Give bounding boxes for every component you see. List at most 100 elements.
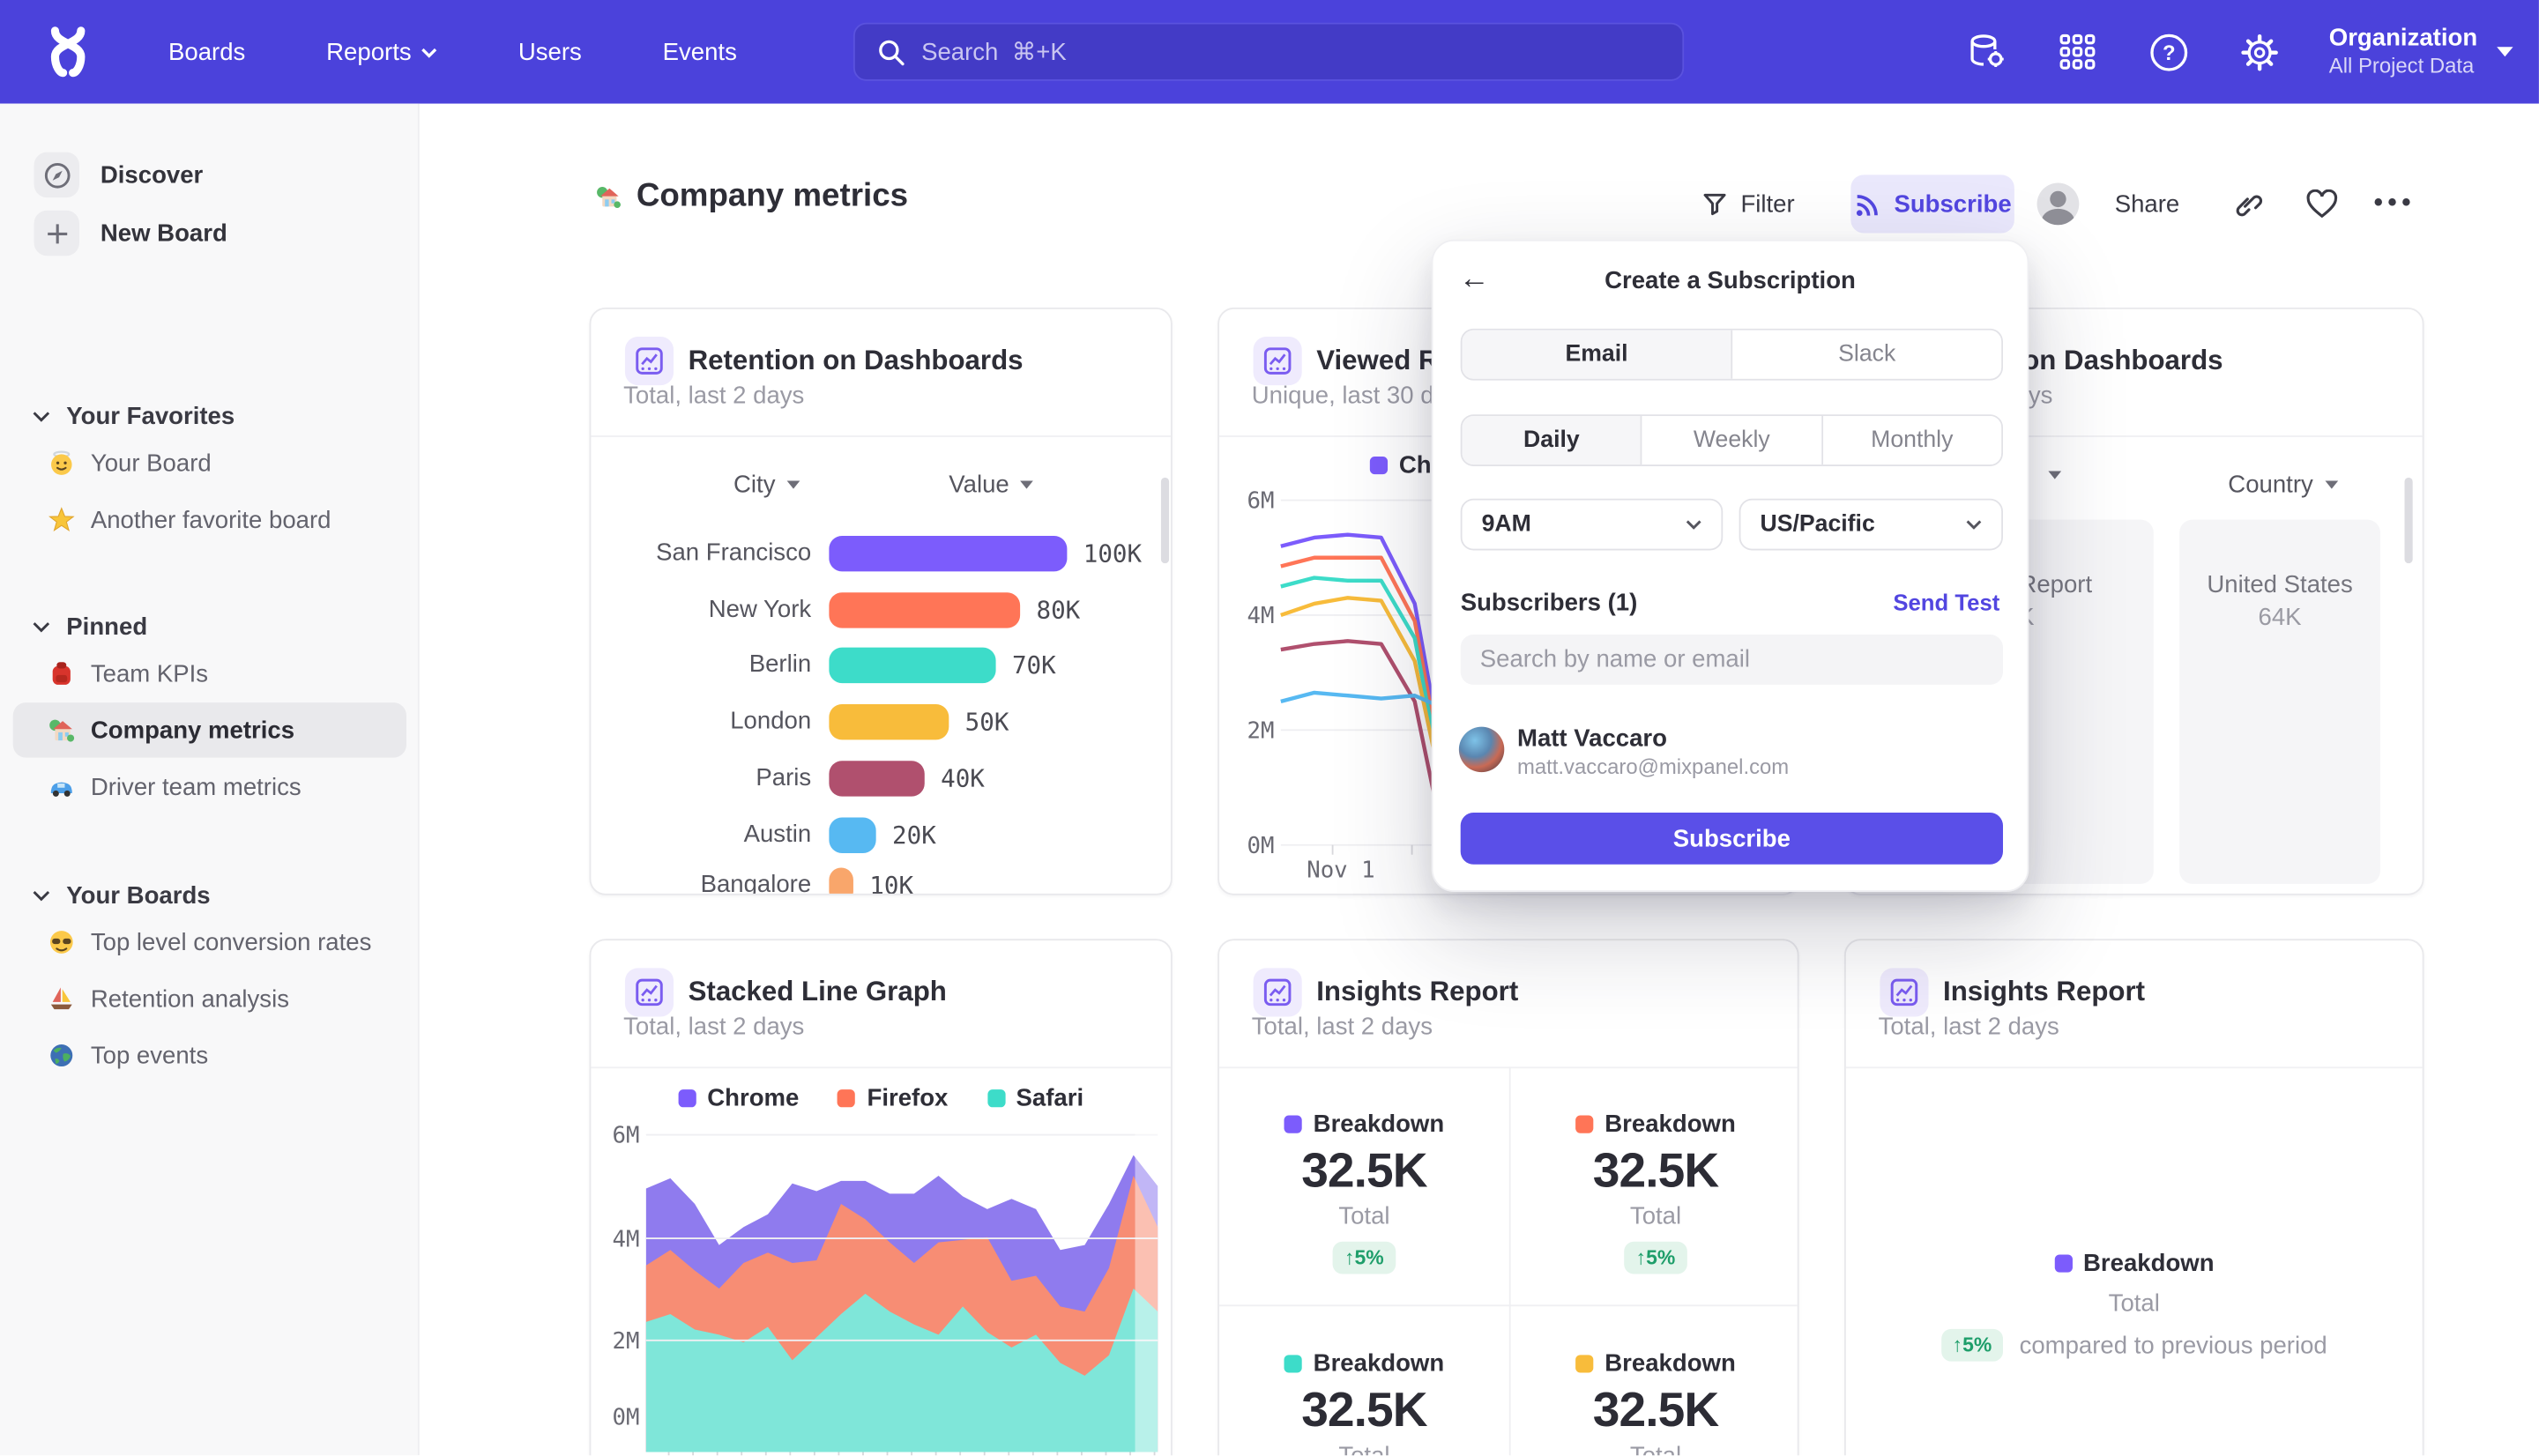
y-tick: 6M (1247, 488, 1275, 516)
divider (591, 1066, 1171, 1069)
divider (1845, 435, 2423, 437)
value-bar (829, 647, 996, 684)
value-bar (829, 817, 876, 853)
sidebar-item-company-metrics[interactable]: Company metrics (12, 702, 407, 758)
subscriber-search-input[interactable]: Search by name or email (1460, 634, 2003, 685)
legend-firefox[interactable]: Firefox (838, 1085, 948, 1112)
divider (591, 435, 1171, 437)
card-subtitle: Total, last 2 days (1878, 1013, 2059, 1041)
sidebar-item-your-board[interactable]: Your Board (0, 435, 393, 490)
subscribe-button[interactable]: Subscribe (1850, 175, 2014, 234)
copy-link-icon[interactable] (2231, 175, 2264, 233)
y-tick: 0M (612, 1405, 640, 1431)
card-title: Retention on Dashboards (688, 345, 1024, 376)
sidebar-item-top-level-conversion-rates[interactable]: Top level conversion rates (0, 915, 393, 969)
more-options-icon[interactable]: ••• (2373, 189, 2416, 218)
nav-menu: Boards Reports Users Events (168, 0, 737, 104)
column-header-hidden[interactable] (2048, 471, 2062, 479)
board-owner-avatar[interactable] (2036, 182, 2080, 226)
frequency-tabs: Daily Weekly Monthly (1460, 414, 2003, 466)
card-subtitle: Total, last 2 days (1251, 1013, 1433, 1041)
column-header-country[interactable]: Country (2228, 471, 2338, 499)
share-button[interactable]: Share (2114, 189, 2180, 219)
tab-daily[interactable]: Daily (1462, 416, 1643, 465)
report-chart-icon (624, 968, 674, 1017)
org-switcher[interactable]: Organization All Project Data (2329, 25, 2513, 79)
breakdown-label: Breakdown (1846, 1250, 2423, 1277)
chevron-down-icon (786, 480, 800, 489)
sidebar-section-pinned[interactable]: Pinned (33, 613, 147, 641)
chevron-down-icon (2497, 47, 2513, 57)
favorite-heart-icon[interactable] (2305, 175, 2338, 233)
nav-item-users[interactable]: Users (517, 38, 582, 66)
legend-swatch (1369, 456, 1389, 475)
chevron-down-icon (1966, 520, 1982, 530)
column-header-value[interactable]: Value (949, 471, 1034, 499)
total-caption: Total (2108, 1289, 2160, 1319)
y-tick: 4M (612, 1227, 640, 1253)
tab-slack[interactable]: Slack (1732, 330, 2002, 379)
sidebar-section-your-boards[interactable]: Your Boards (33, 882, 211, 910)
divider (1219, 1066, 1798, 1069)
sidebar-section-your-favorites[interactable]: Your Favorites (33, 403, 235, 431)
scrollbar[interactable] (2404, 477, 2413, 564)
tile-value: 32.5K (1301, 1144, 1427, 1199)
country-panel[interactable]: United States 64K (2179, 519, 2380, 884)
tab-monthly[interactable]: Monthly (1822, 416, 2002, 465)
nav-item-boards[interactable]: Boards (168, 38, 246, 66)
help-icon[interactable]: ? (2148, 31, 2190, 73)
sidebar-item-discover[interactable]: Discover (0, 147, 420, 202)
tab-weekly[interactable]: Weekly (1642, 416, 1823, 465)
nav-item-reports[interactable]: Reports (326, 38, 437, 65)
value-bar (829, 761, 925, 797)
data-management-icon[interactable] (1966, 31, 2008, 73)
svg-text:?: ? (2163, 41, 2176, 64)
legend-safari[interactable]: Safari (987, 1085, 1083, 1112)
report-chart-icon (1253, 968, 1302, 1017)
sidebar-item-new-board[interactable]: New Board (0, 205, 420, 260)
sidebar-item-another-favorite-board[interactable]: Another favorite board (0, 492, 393, 546)
page-title: Company metrics (596, 178, 908, 215)
card-subtitle: Total, last 2 days (623, 1013, 805, 1041)
card-title: Insights Report (1316, 976, 1519, 1007)
subscriber-avatar (1458, 726, 1505, 773)
settings-gear-icon[interactable] (2238, 31, 2281, 73)
sidebar-item-driver-team-metrics[interactable]: Driver team metrics (0, 759, 393, 813)
apps-grid-icon[interactable] (2057, 31, 2099, 73)
value-bar (829, 592, 1021, 628)
channel-tabs: Email Slack (1460, 328, 2003, 381)
back-arrow-icon[interactable]: ← (1458, 262, 1490, 297)
mixpanel-logo-icon[interactable] (42, 26, 94, 78)
sidebar-item-team-kpis[interactable]: Team KPIs (0, 646, 393, 701)
nav-item-events[interactable]: Events (662, 38, 737, 66)
chevron-down-icon (1686, 520, 1701, 530)
delta-row: ↑5% compared to previous period (1846, 1328, 2423, 1362)
value-bar (829, 867, 853, 894)
y-tick: 2M (612, 1328, 640, 1356)
filter-button[interactable]: Filter (1701, 175, 1795, 233)
card-insights-report-grid: Insights Report Total, last 2 days Break… (1217, 939, 1799, 1456)
subscribers-label: Subscribers (1) (1460, 589, 1638, 617)
subscribe-submit-button[interactable]: Subscribe (1460, 813, 2003, 865)
delta-badge: ↑5% (1624, 1241, 1687, 1274)
column-header-city[interactable]: City (733, 471, 800, 499)
search-input[interactable]: Search ⌘+K (853, 22, 1685, 81)
sidebar-item-retention-analysis[interactable]: Retention analysis (0, 971, 393, 1026)
divider (1508, 1066, 1511, 1456)
timezone-select[interactable]: US/Pacific (1739, 498, 2003, 551)
card-subtitle: Total, last 2 days (623, 382, 805, 410)
scrollbar[interactable] (1160, 477, 1170, 564)
time-select[interactable]: 9AM (1460, 498, 1724, 551)
legend-chrome[interactable]: Chrome (678, 1085, 799, 1112)
send-test-link[interactable]: Send Test (1893, 589, 2000, 615)
delta-badge: ↑5% (1333, 1241, 1396, 1274)
sidebar-item-top-events[interactable]: Top events (0, 1028, 393, 1082)
tile-value: 32.5K (1592, 1384, 1719, 1437)
card-retention-on-dashboards: Retention on Dashboards Total, last 2 da… (589, 307, 1173, 895)
tab-email[interactable]: Email (1462, 330, 1733, 379)
